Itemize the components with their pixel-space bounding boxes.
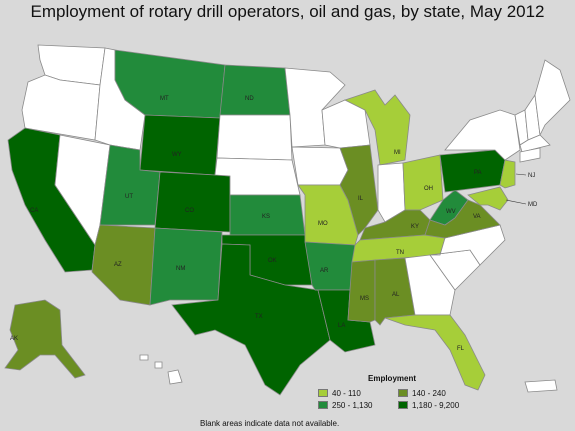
label-AL: AL [392, 292, 400, 298]
legend: Employment 40 - 110 140 - 240 250 - 1,13… [318, 374, 468, 414]
legend-label-1: 40 - 110 [332, 388, 361, 398]
state-NJ[interactable] [499, 159, 516, 189]
md-leader-line [505, 199, 527, 205]
state-CO[interactable] [154, 171, 231, 233]
label-OH: OH [424, 186, 433, 192]
legend-item-1: 40 - 110 [318, 388, 361, 398]
label-LA: LA [338, 323, 345, 329]
label-TX: TX [255, 314, 263, 320]
state-NY[interactable] [444, 109, 521, 161]
label-IL: IL [358, 196, 364, 202]
label-MO: MO [318, 221, 328, 227]
state-AZ[interactable] [91, 224, 156, 306]
label-NJ: NJ [528, 173, 535, 179]
legend-label-4: 1,180 - 9,200 [412, 400, 460, 410]
map-title: Employment of rotary drill operators, oi… [30, 2, 545, 21]
state-HI[interactable] [139, 354, 183, 385]
label-KS: KS [262, 214, 270, 220]
state-MA[interactable] [519, 134, 551, 153]
legend-swatch-2 [398, 389, 408, 397]
state-SD[interactable] [216, 114, 293, 161]
label-VA: VA [473, 214, 481, 220]
label-MT: MT [160, 96, 169, 102]
label-MS: MS [360, 296, 369, 302]
state-CT-RI[interactable] [519, 147, 541, 163]
legend-swatch-3 [318, 401, 328, 409]
label-OK: OK [268, 258, 277, 264]
state-TX[interactable] [171, 243, 331, 396]
legend-swatch-4 [398, 401, 408, 409]
label-NM: NM [176, 266, 185, 272]
legend-swatch-1 [318, 389, 328, 397]
state-FL[interactable] [384, 314, 486, 391]
label-MD: MD [528, 202, 538, 208]
label-ND: ND [245, 96, 254, 102]
footnote: Blank areas indicate data not available. [200, 419, 340, 428]
state-GA[interactable] [404, 254, 456, 316]
legend-title: Employment [368, 374, 417, 383]
label-PA: PA [474, 170, 482, 176]
state-IL[interactable] [339, 144, 379, 236]
state-IA[interactable] [291, 146, 349, 186]
state-OH[interactable] [402, 154, 444, 211]
state-PA[interactable] [439, 149, 506, 193]
label-AK: AK [10, 336, 18, 342]
state-PR[interactable] [524, 379, 558, 393]
legend-item-4: 1,180 - 9,200 [398, 400, 459, 410]
state-AR[interactable] [304, 241, 356, 291]
legend-label-2: 140 - 240 [412, 388, 446, 398]
label-CO: CO [185, 208, 194, 214]
state-MS[interactable] [347, 259, 376, 323]
state-WY[interactable] [139, 114, 221, 176]
state-ND[interactable] [219, 64, 291, 116]
legend-label-3: 250 - 1,130 [332, 400, 373, 410]
state-MD[interactable] [467, 186, 509, 211]
label-AR: AR [320, 268, 329, 274]
label-MI: MI [394, 150, 401, 156]
label-WY: WY [172, 152, 182, 158]
label-TN: TN [396, 250, 404, 256]
nj-leader-line [515, 173, 527, 176]
label-AZ: AZ [114, 262, 122, 268]
label-KY: KY [411, 224, 419, 230]
state-ME[interactable] [534, 59, 571, 137]
label-CA: CA [30, 208, 38, 214]
state-MI[interactable] [343, 89, 411, 166]
label-UT: UT [125, 194, 133, 200]
label-FL: FL [457, 346, 465, 352]
state-NM[interactable] [149, 227, 223, 306]
state-VA[interactable] [424, 199, 501, 239]
legend-item-3: 250 - 1,130 [318, 400, 372, 410]
legend-item-2: 140 - 240 [398, 388, 446, 398]
label-WV: WV [446, 209, 456, 215]
state-AK[interactable] [4, 299, 86, 379]
